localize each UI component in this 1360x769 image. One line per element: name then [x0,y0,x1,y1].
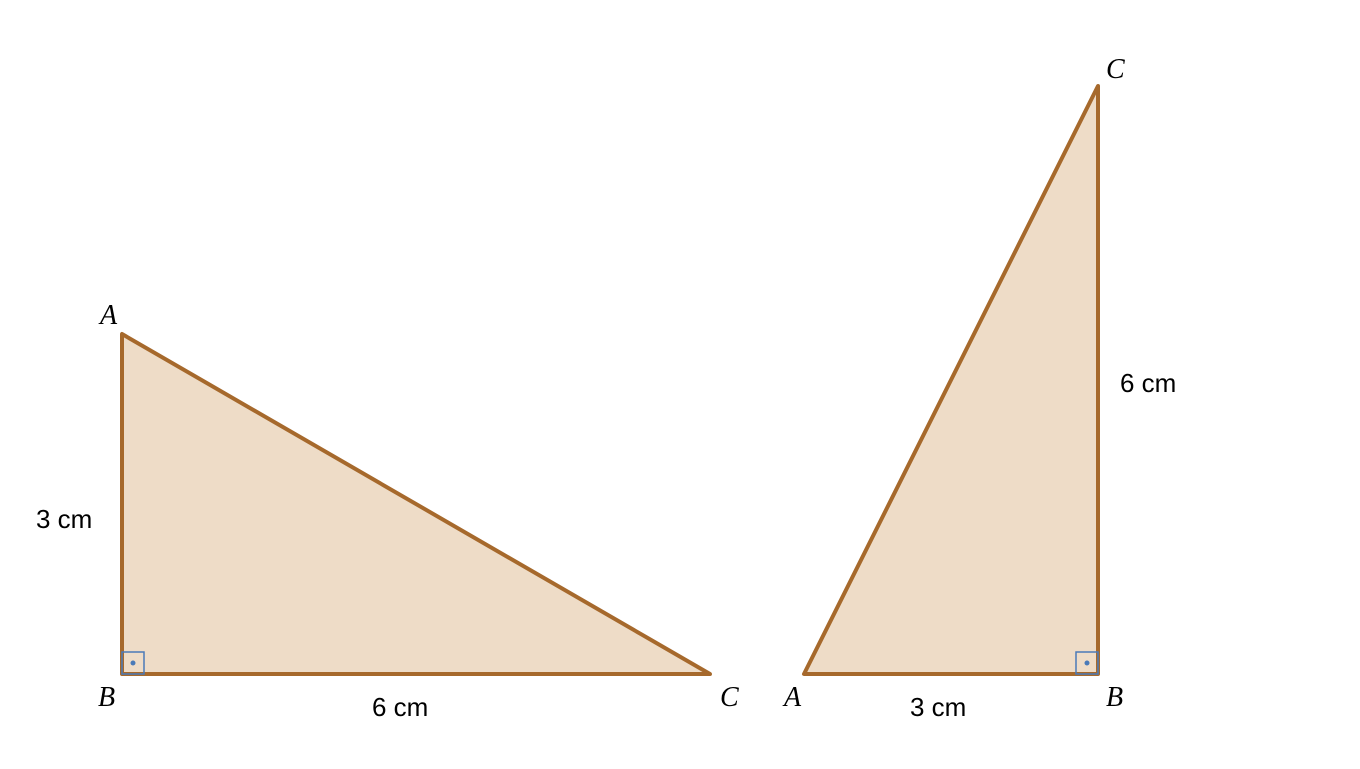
side-label-BC-1: 6 cm [372,692,428,722]
vertex-label-A-2: A [782,682,802,713]
vertex-label-B-1: B [98,682,115,713]
vertex-label-A-1: A [98,300,118,331]
vertex-label-C-1: C [720,682,739,713]
side-label-AB-2: 3 cm [910,692,966,722]
triangle-1: A B C 3 cm 6 cm [36,300,739,722]
side-label-BC-2: 6 cm [1120,368,1176,398]
geometry-diagram: A B C 3 cm 6 cm A B C 3 cm 6 cm [0,0,1360,769]
vertex-label-C-2: C [1106,54,1125,85]
triangle-1-shape [122,334,710,674]
triangle-2: A B C 3 cm 6 cm [782,54,1176,722]
vertex-label-B-2: B [1106,682,1123,713]
side-label-AB-1: 3 cm [36,504,92,534]
triangle-2-shape [804,86,1098,674]
